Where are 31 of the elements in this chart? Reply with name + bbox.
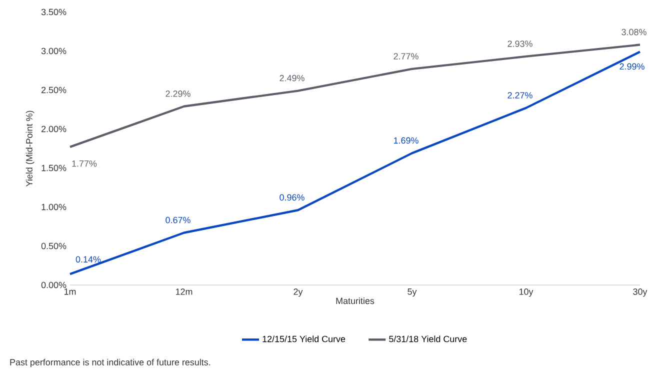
data-label: 0.14% xyxy=(76,256,101,263)
y-tick-label: 0.00% xyxy=(41,282,66,288)
data-label: 1.77% xyxy=(72,160,97,167)
legend-label: 12/15/15 Yield Curve xyxy=(262,336,346,342)
x-tick-label: 30y xyxy=(633,288,648,297)
data-label: 2.99% xyxy=(620,63,644,70)
data-label: 2.93% xyxy=(508,40,532,47)
x-axis-title: Maturities xyxy=(336,297,374,304)
y-tick-label: 2.50% xyxy=(42,86,66,94)
data-label: 0.67% xyxy=(166,216,190,224)
y-axis-title: Yield (Mid-Point %) xyxy=(26,110,34,186)
x-tick-label: 5y xyxy=(408,288,417,297)
y-tick-label: 2.00% xyxy=(42,126,66,132)
y-tick-label: 1.00% xyxy=(42,204,66,210)
data-label: 2.27% xyxy=(508,92,532,98)
x-tick-label: 12m xyxy=(176,288,192,295)
y-tick-label: 3.00% xyxy=(41,48,66,54)
y-tick-label: 3.50% xyxy=(41,8,66,16)
data-label: 0.96% xyxy=(280,194,304,201)
data-label: 1.69% xyxy=(394,137,418,144)
x-tick-label: 10y xyxy=(519,288,534,297)
x-tick-label: 1m xyxy=(64,288,76,295)
data-label: 3.08% xyxy=(622,28,646,36)
data-label: 2.77% xyxy=(394,53,418,60)
y-tick-label: 0.50% xyxy=(41,242,66,250)
y-tick-label: 1.50% xyxy=(42,164,66,172)
data-label: 2.49% xyxy=(280,74,304,82)
text: Past performance is not indicative of future results. xyxy=(10,358,210,368)
x-tick-label: 2y xyxy=(294,288,303,297)
data-label: 2.29% xyxy=(166,90,190,97)
legend-label: 5/31/18 Yield Curve xyxy=(389,336,467,342)
